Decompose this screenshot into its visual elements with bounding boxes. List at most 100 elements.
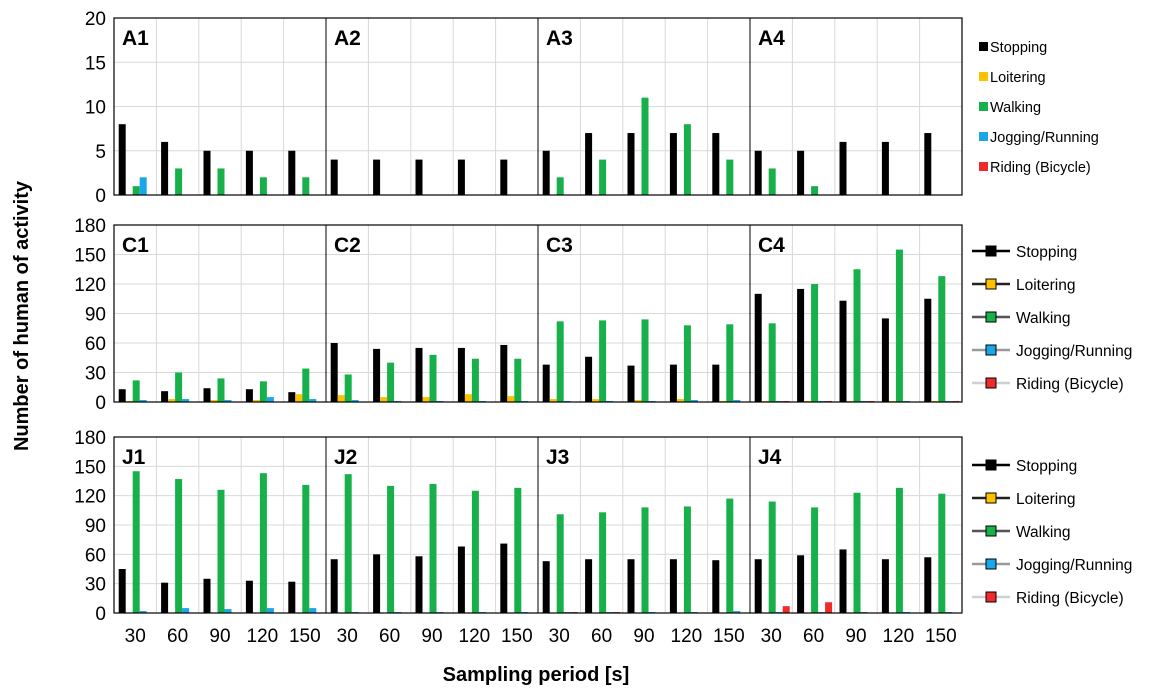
bar-c2-stopping-30: [330, 343, 338, 402]
bar-a2-stopping-30: [330, 159, 338, 195]
bar-c3-loitering-60: [592, 399, 600, 402]
bar-j3-stopping-150: [712, 560, 720, 613]
bar-j3-walking-60: [599, 512, 607, 613]
bar-j1-jogging-running-30: [139, 611, 147, 613]
bar-a3-walking-60: [599, 159, 607, 195]
legend-label-riding-bicycle-: Riding (Bicycle): [990, 160, 1091, 176]
panel-label-c1: C1: [122, 234, 149, 257]
bar-c1-stopping-120: [245, 389, 253, 402]
bar-c4-stopping-90: [839, 300, 847, 402]
bar-a3-walking-90: [641, 97, 649, 195]
bar-a1-walking-90: [217, 168, 225, 195]
plot-frame: [113, 436, 963, 614]
bar-j1-jogging-running-90: [224, 609, 232, 613]
legend-a: Stopping Loitering Walking Jogging/Running R…: [979, 40, 1099, 176]
bar-a4-stopping-90: [839, 141, 847, 195]
legend-swatch-riding-bicycle-: [979, 162, 988, 171]
x-tick-label: 120: [883, 626, 915, 647]
y-tick-label: 0: [95, 393, 106, 414]
legend-marker-jogging-running: [985, 558, 997, 570]
legend-marker-jogging-running: [985, 344, 997, 356]
x-tick-label: 90: [421, 626, 442, 647]
legend-label-stopping: Stopping: [990, 40, 1047, 56]
panel-j2: J2: [330, 446, 529, 613]
panel-label-j1: J1: [122, 446, 146, 469]
bar-j1-jogging-running-150: [309, 608, 317, 613]
x-tick-label: 30: [337, 626, 358, 647]
bar-c2-stopping-150: [500, 344, 508, 402]
bar-c3-jogging-running-120: [690, 400, 698, 402]
panel-a4: A4: [754, 27, 932, 195]
bar-a3-stopping-60: [585, 133, 593, 195]
bar-j3-stopping-30: [542, 561, 550, 613]
bar-j1-jogging-running-60: [182, 608, 190, 613]
chart-row-j: J1 J2 J3 J4 0 30 60 90 120 150 180: [74, 428, 963, 625]
x-tick-label: 120: [671, 626, 703, 647]
panel-c2: C2: [330, 234, 529, 402]
bar-c1-stopping-150: [288, 392, 296, 402]
bar-a3-walking-120: [683, 124, 691, 195]
bar-j4-walking-30: [768, 501, 776, 613]
legend-label-stopping: Stopping: [1016, 244, 1077, 261]
bar-c1-jogging-running-120: [266, 397, 274, 402]
legend-label-jogging-running: Jogging/Running: [1016, 343, 1132, 360]
bar-c2-loitering-150: [507, 396, 515, 402]
bar-a1-stopping-30: [118, 124, 126, 195]
legend-swatch-stopping: [979, 42, 988, 51]
legend-label-jogging-running: Jogging/Running: [1016, 557, 1132, 574]
bar-j4-walking-150: [938, 493, 946, 613]
panel-label-c2: C2: [334, 234, 361, 257]
panel-a1: A1: [118, 27, 310, 195]
bar-j3-stopping-90: [627, 559, 635, 613]
x-tick-label: 150: [925, 626, 957, 647]
bar-j3-walking-30: [556, 514, 564, 613]
x-tick-labels: 30 60 90 120 150 30 60 90 120 150 30 60 90 120 150 30 60…: [125, 626, 957, 647]
bar-j1-walking-90: [217, 489, 225, 613]
panel-label-a2: A2: [334, 27, 361, 50]
bar-c2-loitering-30: [337, 395, 345, 402]
bar-c4-stopping-30: [754, 293, 762, 402]
bar-j2-stopping-90: [415, 556, 423, 613]
bar-c1-jogging-running-60: [182, 399, 190, 402]
bar-j2-walking-60: [387, 485, 395, 613]
bar-a1-stopping-60: [161, 141, 169, 195]
x-tick-label: 90: [209, 626, 230, 647]
bar-c3-loitering-30: [549, 399, 557, 402]
chart-legends: Stopping Loitering Walking Jogging/Running R…: [972, 40, 1132, 607]
bar-a4-stopping-30: [754, 150, 762, 195]
bar-c3-walking-30: [556, 321, 564, 402]
bar-j1-stopping-60: [161, 582, 169, 613]
bar-c2-walking-150: [514, 358, 522, 402]
y-tick-label: 60: [85, 334, 106, 355]
legend-marker-stopping: [985, 245, 997, 257]
bar-c1-walking-120: [259, 381, 267, 402]
y-axis-label: Number of human of activity: [11, 180, 33, 451]
bar-j2-walking-120: [471, 490, 479, 613]
panel-label-a3: A3: [546, 27, 573, 50]
bar-j4-walking-120: [895, 487, 903, 613]
bar-c4-walking-90: [853, 269, 861, 402]
x-axis-label: Sampling period [s]: [443, 664, 630, 686]
legend-label-riding-bicycle-: Riding (Bicycle): [1016, 376, 1124, 393]
y-tick-label: 90: [85, 305, 106, 326]
x-tick-label: 150: [501, 626, 533, 647]
bar-c1-jogging-running-90: [224, 400, 232, 402]
panel-j1: J1: [118, 446, 317, 613]
y-tick-label: 180: [74, 216, 106, 237]
bar-a3-stopping-30: [542, 150, 550, 195]
bar-c1-walking-60: [175, 372, 183, 402]
bar-c1-loitering-150: [295, 394, 303, 402]
panel-a2: A2: [330, 27, 508, 195]
bar-j2-walking-90: [429, 483, 437, 613]
panel-label-a4: A4: [758, 27, 785, 50]
y-tick-label: 5: [95, 142, 106, 163]
bar-c2-loitering-120: [464, 394, 472, 402]
bar-j1-walking-150: [302, 484, 310, 613]
bar-a3-stopping-120: [669, 133, 677, 195]
chart-row-a: A1 A2 A3 A4 0 5 10 15 20: [85, 9, 963, 207]
legend-swatch-jogging-running: [979, 132, 988, 141]
bar-j1-walking-30: [132, 471, 140, 613]
bar-c3-loitering-120: [676, 399, 684, 402]
bar-c2-loitering-60: [380, 397, 388, 402]
bar-c1-jogging-running-30: [139, 400, 147, 402]
